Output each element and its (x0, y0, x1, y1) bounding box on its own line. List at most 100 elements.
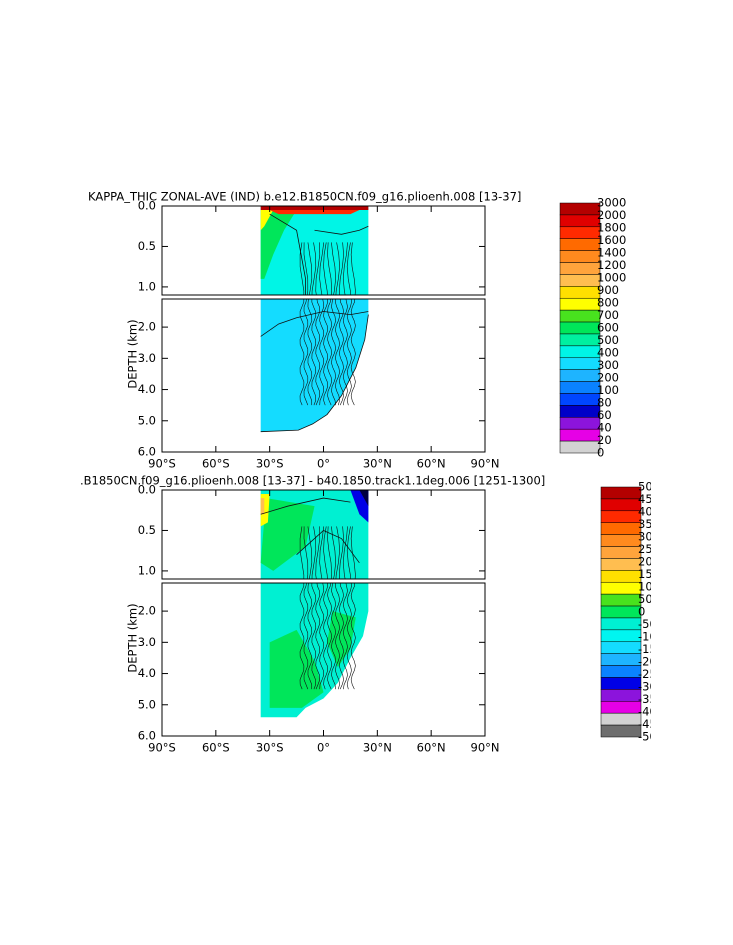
colorbar-swatch (600, 534, 642, 547)
colorbar-label: 1600 (597, 233, 626, 247)
colorbar-label: -50 (638, 617, 657, 631)
colorbar-swatch (600, 665, 642, 678)
colorbar-swatch (600, 486, 642, 500)
colorbar-label: 1800 (597, 221, 626, 235)
colorbar-swatch (600, 641, 642, 654)
colorbar-swatch (600, 653, 642, 666)
contour-line (269, 213, 306, 295)
colorbar-swatch (559, 286, 601, 299)
colorbar-label: 1000 (597, 271, 626, 285)
chart-title: KAPPA_THIC ZONAL-AVE (IND) b.e12.B1850CN… (88, 190, 521, 204)
colorbar-label: 800 (597, 296, 619, 310)
colorbar-swatch (600, 522, 642, 535)
colorbar-swatch (559, 381, 601, 394)
chart-title: .B1850CN.f09_g16.plioenh.008 [13-37] - b… (80, 474, 545, 488)
x-tick-label: 60°N (417, 457, 446, 471)
colorbar-swatch (600, 701, 642, 714)
colorbar-swatch (600, 570, 642, 583)
x-tick-label: 90°N (471, 741, 500, 755)
x-tick-label: 0° (317, 741, 330, 755)
x-tick-label: 60°S (202, 457, 230, 471)
colorbar-swatch (559, 214, 601, 228)
colorbar-swatch (600, 558, 642, 571)
colorbar-label: -350 (638, 692, 664, 706)
colorbar-label: -250 (638, 667, 664, 681)
colorbar-swatch (559, 417, 601, 430)
colorbar-label: 500 (638, 480, 660, 494)
y-tick-label: 1.0 (138, 563, 156, 577)
colorbar-label: 1400 (597, 246, 626, 260)
contour-line (260, 497, 351, 515)
colorbar-label: 3000 (597, 196, 626, 210)
colorbar-swatch (600, 593, 642, 607)
colorbar-label: -150 (638, 642, 664, 656)
colorbar-swatch (559, 262, 601, 275)
x-tick-label: 30°S (256, 741, 284, 755)
colorbar-label: -300 (638, 680, 664, 694)
colorbar-label: -400 (638, 705, 664, 719)
colorbar-label: 60 (597, 408, 612, 422)
colorbar-swatch (559, 274, 601, 287)
y-tick-label: 3.0 (138, 635, 156, 649)
colorbar-label: 40 (597, 421, 612, 435)
contour-fill (327, 611, 356, 668)
y-axis-label: DEPTH (km) (126, 319, 140, 388)
y-tick-label: 1.0 (138, 279, 156, 293)
colorbar-swatch (600, 629, 642, 643)
colorbar-label: 100 (597, 383, 619, 397)
colorbar-label: 250 (638, 542, 660, 556)
colorbar-swatch (559, 238, 601, 251)
colorbar-swatch (559, 202, 601, 216)
contour-fill (260, 206, 369, 211)
contour-fill (260, 498, 315, 571)
colorbar-label: 150 (638, 567, 660, 581)
y-tick-label: 0.0 (138, 199, 156, 213)
colorbar-label: 400 (638, 505, 660, 519)
colorbar-swatch (600, 498, 642, 512)
contour-line (260, 311, 369, 337)
x-tick-label: 90°S (148, 457, 176, 471)
colorbar-swatch (559, 405, 601, 418)
colorbar-label: 20 (597, 433, 612, 447)
colorbar-swatch (600, 689, 642, 702)
contour-fill (269, 210, 360, 215)
colorbar-swatch (559, 440, 601, 454)
y-tick-label: 6.0 (138, 729, 156, 743)
colorbar-swatch (559, 226, 601, 239)
y-tick-label: 5.0 (138, 413, 156, 427)
colorbar-swatch (600, 617, 642, 631)
x-tick-label: 30°S (256, 457, 284, 471)
colorbar-swatch (559, 333, 601, 347)
contour-fill (359, 490, 369, 507)
colorbar-label: -100 (638, 630, 664, 644)
colorbar-label: 400 (597, 346, 619, 360)
x-tick-label: 0° (317, 457, 330, 471)
contour-fill (260, 498, 265, 515)
contour-fill (269, 629, 324, 708)
colorbar-label: 200 (638, 555, 660, 569)
axis-break (162, 579, 485, 583)
colorbar-label: 600 (597, 321, 619, 335)
colorbar-swatch (600, 510, 642, 523)
colorbar-label: 80 (597, 396, 612, 410)
contour-fill (260, 210, 297, 279)
colorbar-swatch (559, 357, 601, 370)
colorbar-label: 450 (638, 492, 660, 506)
y-tick-label: 4.0 (138, 666, 156, 680)
colorbar-swatch (559, 297, 601, 311)
colorbar-label: 700 (597, 308, 619, 322)
x-tick-label: 90°S (148, 741, 176, 755)
colorbar-label: 0 (638, 605, 645, 619)
contour-fill (260, 295, 369, 432)
y-tick-label: 2.0 (138, 320, 156, 334)
plot-area: KAPPA_THIC ZONAL-AVE (IND) b.e12.B1850CN… (80, 190, 664, 755)
y-tick-label: 2.0 (138, 604, 156, 618)
contour-line (260, 314, 369, 433)
colorbar-label: 1200 (597, 258, 626, 272)
y-tick-label: 0.5 (138, 239, 156, 253)
colorbar-label: 50 (638, 592, 653, 606)
colorbar-label: 100 (638, 580, 660, 594)
colorbar-swatch (559, 321, 601, 335)
colorbar-swatch (600, 605, 642, 619)
